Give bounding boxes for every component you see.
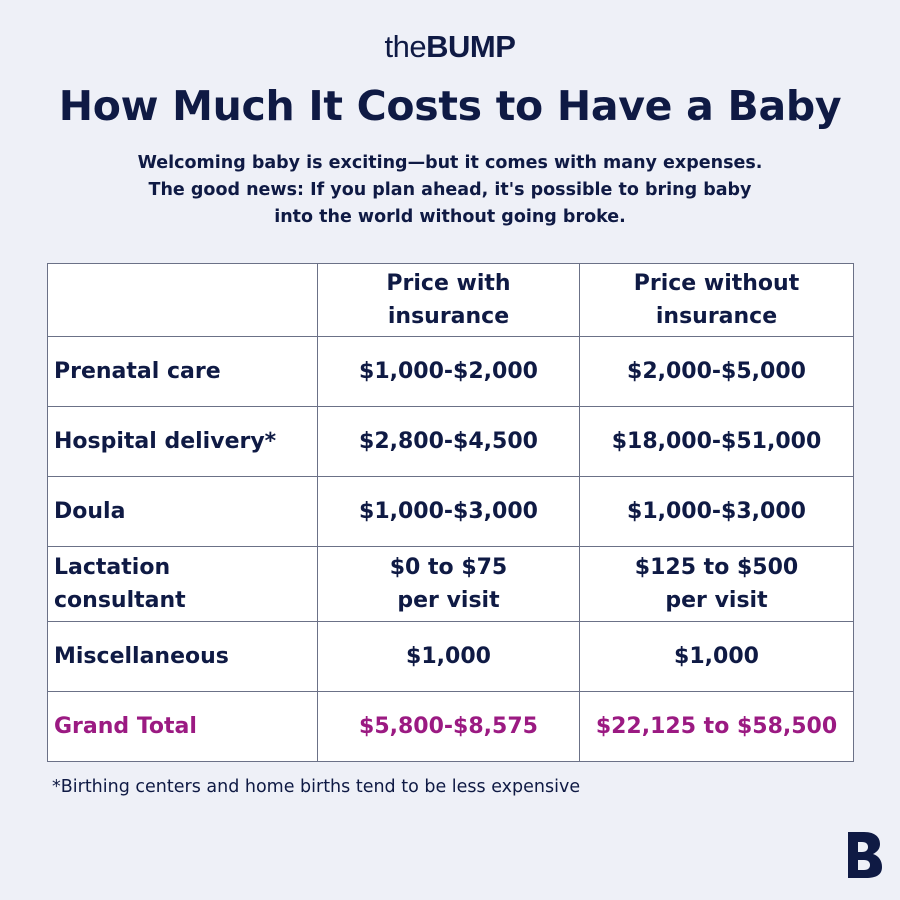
table-row: Lactation consultant $0 to $75 per visit… (47, 546, 854, 622)
header-line: insurance (387, 304, 510, 329)
price-line: per visit (665, 588, 768, 613)
header-line: Price with (386, 271, 511, 296)
price-without-insurance: $125 to $500 per visit (579, 546, 854, 622)
price-without-insurance: $2,000-$5,000 (579, 336, 854, 407)
table-row: Hospital delivery* $2,800-$4,500 $18,000… (47, 406, 854, 477)
row-label: Miscellaneous (47, 621, 318, 692)
grand-total-label: Grand Total (47, 691, 318, 762)
price-line: $0 to $75 (389, 555, 508, 580)
row-label-line: consultant (54, 588, 186, 613)
row-label: Prenatal care (47, 336, 318, 407)
header-empty-cell (47, 263, 318, 337)
price-without-insurance: $18,000-$51,000 (579, 406, 854, 477)
row-label: Hospital delivery* (47, 406, 318, 477)
grand-total-with-insurance: $5,800-$8,575 (317, 691, 580, 762)
subtitle-line: Welcoming baby is exciting—but it comes … (137, 153, 763, 173)
cost-table: Price with insurance Price without insur… (47, 263, 854, 762)
price-without-insurance: $1,000-$3,000 (579, 476, 854, 547)
grand-total-row: Grand Total $5,800-$8,575 $22,125 to $58… (47, 691, 854, 762)
subtitle-line: into the world without going broke. (274, 207, 626, 227)
page-title: How Much It Costs to Have a Baby (58, 82, 842, 130)
price-line: per visit (397, 588, 500, 613)
subtitle-line: The good news: If you plan ahead, it's p… (148, 180, 752, 200)
table-row: Doula $1,000-$3,000 $1,000-$3,000 (47, 476, 854, 547)
price-with-insurance: $1,000 (317, 621, 580, 692)
row-label: Lactation consultant (47, 546, 318, 622)
footnote: *Birthing centers and home births tend t… (52, 777, 581, 797)
table-header-row: Price with insurance Price without insur… (47, 263, 854, 337)
row-label: Doula (47, 476, 318, 547)
logo-prefix: the (384, 29, 427, 64)
price-with-insurance: $2,800-$4,500 (317, 406, 580, 477)
grand-total-without-insurance: $22,125 to $58,500 (579, 691, 854, 762)
subtitle: Welcoming baby is exciting—but it comes … (90, 150, 810, 231)
price-without-insurance: $1,000 (579, 621, 854, 692)
header-price-without-insurance: Price without insurance (579, 263, 854, 337)
price-line: $125 to $500 (634, 555, 799, 580)
logo-main: BUMP (426, 29, 516, 64)
header-line: insurance (655, 304, 778, 329)
row-label-line: Lactation (54, 555, 171, 580)
bump-b-logo-icon (848, 832, 882, 878)
header-line: Price without (633, 271, 800, 296)
price-with-insurance: $0 to $75 per visit (317, 546, 580, 622)
brand-logo: theBUMP (0, 30, 900, 64)
table-row: Prenatal care $1,000-$2,000 $2,000-$5,00… (47, 336, 854, 407)
price-with-insurance: $1,000-$3,000 (317, 476, 580, 547)
table-row: Miscellaneous $1,000 $1,000 (47, 621, 854, 692)
price-with-insurance: $1,000-$2,000 (317, 336, 580, 407)
header-price-with-insurance: Price with insurance (317, 263, 580, 337)
